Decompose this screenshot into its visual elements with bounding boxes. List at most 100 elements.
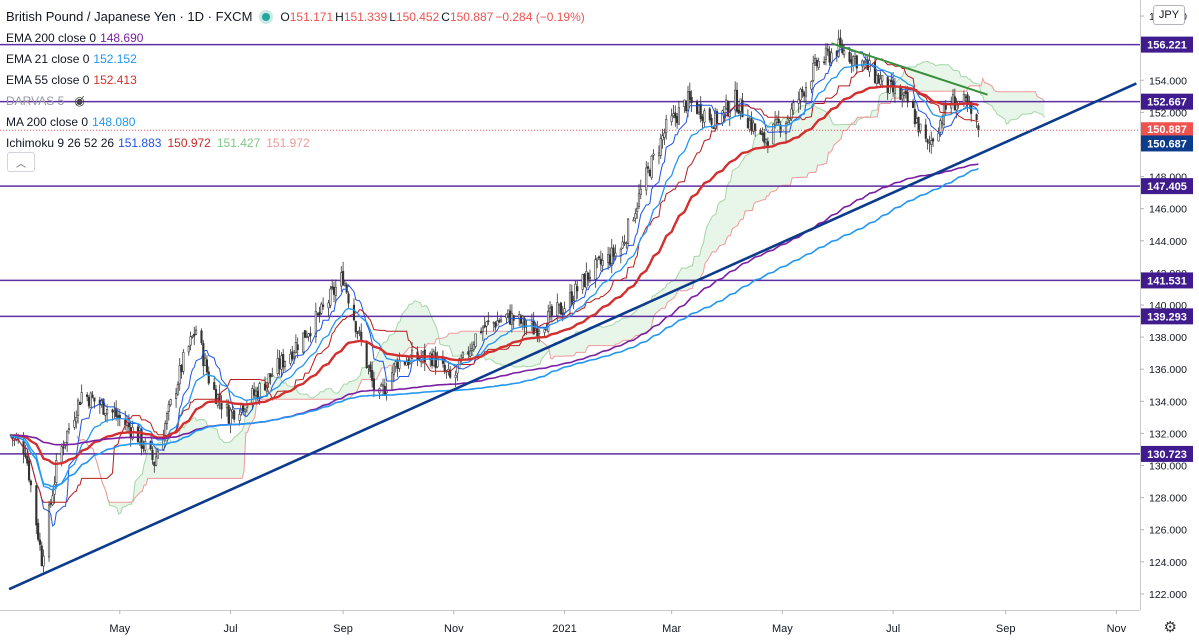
indicator-value: 151.427 (216, 135, 261, 150)
candle-body (930, 140, 933, 145)
candle-body (331, 286, 334, 289)
candle-body (596, 257, 599, 261)
candle-body (443, 364, 446, 372)
indicator-row[interactable]: EMA 55 close 0 152.413 (6, 69, 587, 90)
candle-body (645, 167, 648, 191)
candle-body (27, 460, 31, 481)
candle-body (205, 359, 209, 373)
candle-body (49, 502, 52, 505)
indicator-row[interactable]: MA 200 close 0 148.080 (6, 111, 587, 132)
candle-body (737, 109, 740, 114)
y-tick-label: 152.000 (1149, 107, 1187, 119)
candle-body (607, 253, 610, 263)
y-tick-label: 126.000 (1149, 525, 1187, 537)
candle-body (194, 329, 198, 335)
candle-body (735, 89, 739, 112)
currency-button[interactable]: JPY (1153, 5, 1185, 25)
candle-body (367, 366, 370, 368)
eye-crossed-icon[interactable]: ◉̸ (74, 93, 85, 108)
candle-body (253, 389, 256, 396)
candle-body (403, 361, 406, 365)
candle-body (912, 100, 915, 109)
candle-body (901, 94, 904, 100)
candle-body (648, 169, 651, 177)
indicator-row[interactable]: EMA 21 close 0 152.152 (6, 48, 587, 69)
indicator-row[interactable]: DARVAS 5 ◉̸ (6, 90, 587, 111)
candle-body (646, 166, 650, 169)
candle-body (784, 123, 788, 134)
candle-body (24, 453, 27, 458)
candle-body (652, 153, 655, 156)
candle-body (519, 315, 523, 324)
x-tick-label: May (109, 623, 130, 635)
ohlc-value-H: 151.339 (343, 9, 388, 24)
candle-body (545, 329, 548, 331)
candle-body (104, 412, 107, 416)
candle-body (777, 118, 780, 124)
candle-body (639, 188, 642, 195)
symbol-title[interactable]: British Pound / Japanese Yen · 1D · FXCM (6, 8, 253, 24)
candle-body (899, 88, 902, 100)
candle-body (902, 92, 906, 96)
candle-body (863, 61, 866, 64)
candle-body (823, 61, 826, 64)
candle-body (267, 373, 270, 384)
indicator-row[interactable]: Ichimoku 9 26 52 26 151.883 150.972 151.427… (6, 132, 587, 153)
x-tick-label: Sep (333, 623, 353, 635)
candle-body (810, 81, 813, 90)
candle-body (955, 104, 958, 111)
candle-body (187, 346, 190, 353)
candle-body (523, 318, 526, 328)
candle-body (356, 331, 359, 334)
candle-body (792, 102, 795, 112)
indicator-row[interactable]: EMA 200 close 0 148.690 (6, 27, 587, 48)
candle-body (748, 119, 751, 131)
candle-body (280, 355, 283, 370)
candle-body (877, 74, 880, 84)
kijun-line (10, 58, 979, 503)
candle-body (581, 274, 584, 290)
candle-body (294, 342, 297, 354)
level-label-box (1141, 308, 1193, 325)
candle-body (583, 273, 586, 287)
candle-body (801, 89, 804, 93)
candle-body (492, 321, 495, 324)
y-tick-label: 146.000 (1149, 204, 1187, 216)
candle-body (305, 336, 308, 338)
candle-body (774, 119, 777, 126)
collapse-legend-button[interactable]: ︿ (7, 152, 35, 172)
candle-body (574, 283, 577, 302)
candle-body (721, 110, 724, 123)
level-label-box (1141, 272, 1193, 289)
candle-body (839, 37, 842, 46)
candle-body (354, 321, 357, 333)
candle-body (588, 276, 592, 279)
candle-body (813, 58, 817, 63)
candle-body (136, 426, 140, 443)
candle-body (962, 94, 965, 104)
candle-body (229, 409, 232, 425)
candle-body (309, 333, 312, 337)
candle-body (852, 56, 855, 67)
candle-body (213, 382, 216, 390)
candle-body (102, 398, 105, 415)
gear-icon[interactable]: ⚙ (1163, 619, 1177, 636)
candle-body (291, 351, 294, 360)
indicator-label: EMA 55 close 0 (6, 72, 90, 87)
candle-body (625, 242, 628, 244)
candle-body (612, 247, 615, 257)
candle-body (688, 91, 691, 100)
level-label: 139.293 (1147, 311, 1187, 323)
candle-body (683, 99, 686, 107)
candle-body (178, 365, 181, 385)
candle-body (307, 333, 310, 337)
ohlc-value-C: 150.887 (449, 9, 494, 24)
candle-body (155, 456, 158, 466)
candle-body (467, 351, 470, 355)
candle-body (739, 98, 742, 112)
level-label: 152.667 (1147, 97, 1187, 109)
indicator-value: 151.883 (118, 135, 162, 150)
candle-body (937, 133, 940, 142)
candle-body (242, 405, 245, 412)
